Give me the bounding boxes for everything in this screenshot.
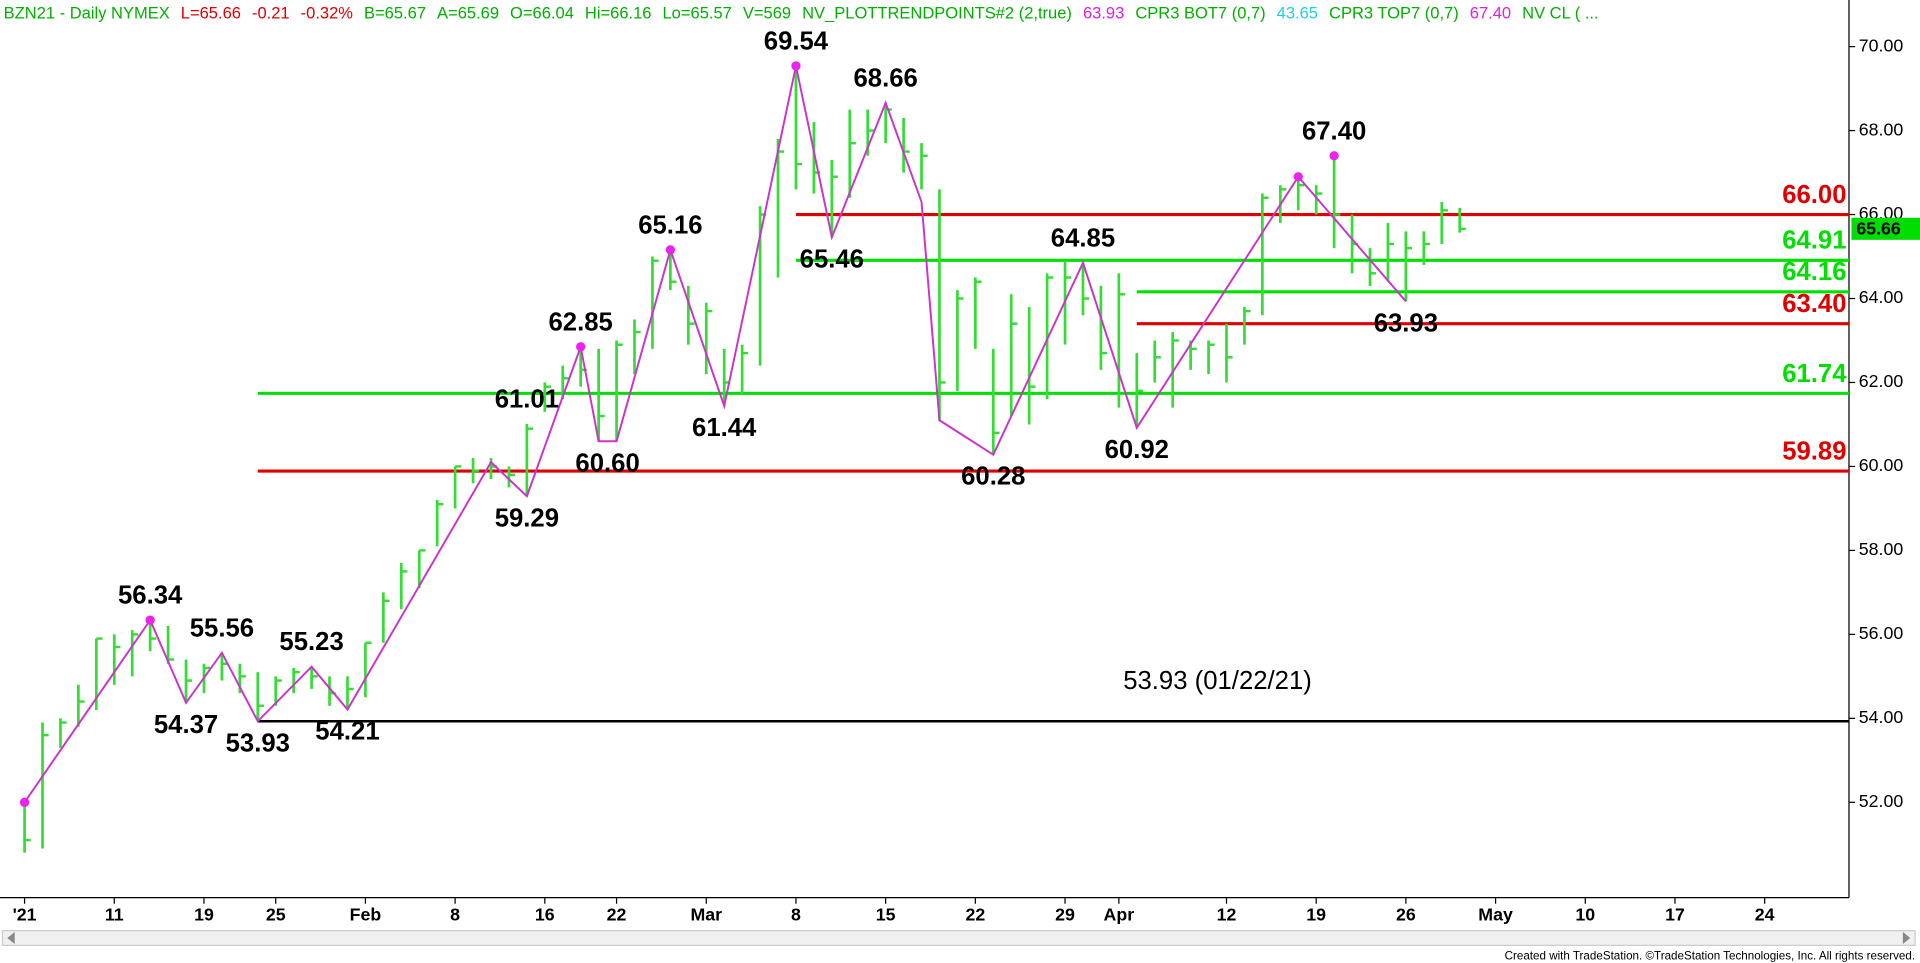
x-tick-label: 10 [1575,905,1595,925]
header: BZN21 - Daily NYMEX L=65.66 -0.21 -0.32% B=6… [4,4,1599,23]
x-tick-label: 29 [1055,905,1075,925]
trend-line [23,65,1407,803]
pivot-label: 65.46 [800,245,864,273]
x-tick-label: 19 [194,905,214,925]
scroll-left[interactable] [7,931,15,945]
pivot-label: 55.23 [279,628,343,656]
header-item: -0.21 [252,4,290,23]
x-tick-label: 24 [1755,905,1775,925]
pivot-dot [1329,151,1339,161]
y-tick-label: 64.00 [1859,287,1904,307]
x-tick-label: 17 [1665,905,1685,925]
pivot-label: 61.44 [692,414,757,442]
y-tick-label: 62.00 [1859,371,1904,391]
pivot-label: 69.54 [764,27,829,55]
x-tick-label: '21 [13,905,37,925]
x-tick-label: 26 [1396,905,1416,925]
x-tick-label: 8 [791,905,801,925]
header-item: L=65.66 [181,4,241,23]
pivot-label: 62.85 [549,308,613,336]
x-tick-label: 8 [450,905,460,925]
pivot-dot [576,342,586,352]
pivot-label: 60.92 [1105,436,1169,464]
scrollbar[interactable] [1,930,1916,946]
last-price-tag [1851,217,1920,240]
pivot-label: 63.93 [1374,310,1438,338]
annotation: 53.93 (01/22/21) [1123,667,1312,695]
pivot-dot [1293,172,1303,182]
x-tick-label: 12 [1217,905,1237,925]
marks: 66.00 64.91 64.16 63.40 61.74 59.89 53.93 (01/… [19,27,1849,853]
scroll-right[interactable] [1902,931,1911,945]
level-label: 59.89 [1782,437,1846,465]
pivot-dot [791,61,801,71]
y-tick-label: 68.00 [1859,119,1904,139]
x-tick-label: Apr [1104,905,1135,925]
pivot-label: 67.40 [1302,117,1366,145]
header-item: V=569 [743,4,791,23]
y-tick-label: 54.00 [1859,707,1904,727]
pivot-label: 61.01 [495,386,559,414]
pivot-label: 54.21 [315,718,379,746]
header-item: 43.65 [1277,4,1318,23]
x-tick-label: 19 [1306,905,1326,925]
x-tick-label: 22 [607,905,627,925]
pivot-label: 59.29 [495,504,559,532]
x-tick-label: Mar [690,905,722,925]
header-item: A=65.69 [437,4,499,23]
y-tick-label: 52.00 [1859,791,1904,811]
footer: Created with TradeStation. ©TradeStation… [1505,949,1915,962]
level-label: 63.40 [1782,290,1846,318]
x-tick-label: 22 [965,905,985,925]
x-tick-label: May [1478,905,1513,925]
pivot-label: 53.93 [226,729,290,757]
pivot-label: 54.37 [154,711,218,739]
level-label: 66.00 [1782,181,1846,209]
header-item: NV_PLOTTRENDPOINTS#2 (2,true) [802,4,1072,23]
header-item: Lo=65.57 [663,4,732,23]
last-price-label: 65.66 [1856,219,1901,239]
header-item: BZN21 - Daily NYMEX [4,4,170,23]
pivot-dot [665,245,676,255]
pivot-dot [145,615,155,625]
x-tick-label: Feb [350,905,382,925]
pivot-label: 65.16 [638,211,702,239]
header-item: NV CL ( ... [1522,4,1598,23]
level-label: 61.74 [1782,360,1847,388]
header-item: -0.32% [301,4,354,23]
pivot-label: 56.34 [118,582,183,610]
level-label: 64.91 [1782,227,1846,255]
pivot-label: 60.28 [961,463,1025,491]
y-tick-label: 56.00 [1859,623,1904,643]
header-item: CPR3 TOP7 (0,7) [1329,4,1459,23]
y-tick-label: 70.00 [1859,35,1904,55]
x-tick-label: 25 [266,905,286,925]
header-item: 63.93 [1083,4,1124,23]
level-label: 64.16 [1782,258,1846,286]
header-item: 67.40 [1470,4,1511,23]
x-tick-label: 16 [535,905,555,925]
header-item: O=66.04 [510,4,574,23]
y-tick-label: 58.00 [1859,539,1904,559]
pivot-label: 55.56 [190,614,254,642]
y-tick-label: 60.00 [1859,455,1904,475]
pivot-label: 68.66 [853,64,917,92]
pivot-label: 64.85 [1051,224,1115,252]
x-tick-label: 15 [876,905,896,925]
x-tick-label: 11 [105,905,124,925]
pivot-dot [19,797,30,807]
header-item: CPR3 BOT7 (0,7) [1135,4,1265,23]
header-item: Hi=66.16 [585,4,652,23]
pivot-label: 60.60 [575,449,639,477]
header-item: B=65.67 [364,4,426,23]
